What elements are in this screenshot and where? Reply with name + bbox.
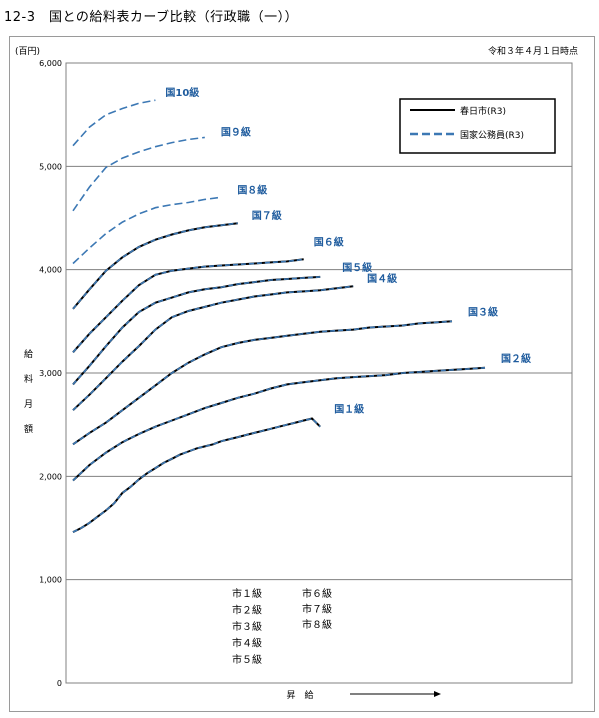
y-axis-label-char: 月 [24, 399, 33, 410]
y-unit-label: (百円) [15, 46, 40, 57]
city-grade-label: 市６級 [302, 587, 332, 600]
series-line-national [72, 276, 321, 385]
series-lines [72, 99, 486, 533]
series-line-national [72, 99, 156, 147]
y-tick-label: 2,000 [39, 472, 62, 481]
city-grade-label: 市８級 [302, 618, 332, 631]
series-line-national [72, 196, 222, 265]
series-line-national [72, 367, 486, 482]
series-line-national [72, 417, 321, 533]
legend-label-national: 国家公務員(R3) [460, 129, 524, 141]
y-tick-label: 4,000 [39, 266, 62, 275]
series-label: 国７級 [252, 209, 282, 222]
y-axis-label-char: 料 [24, 373, 33, 385]
series-label: 国２級 [501, 352, 531, 365]
y-tick-label: 5,000 [39, 162, 62, 171]
y-tick-label: 1,000 [39, 576, 62, 585]
legend-label-kasugai: 春日市(R3) [460, 105, 506, 117]
series-line-national [72, 285, 354, 411]
series-label: 国３級 [468, 305, 498, 318]
series-line-kasugai [72, 366, 486, 482]
series-label: 国６級 [314, 235, 344, 248]
series-label: 国９級 [221, 125, 251, 138]
y-tick-label: 0 [57, 679, 62, 688]
x-axis-arrowhead [434, 691, 441, 697]
y-axis-label-char: 額 [24, 423, 33, 435]
date-label: 令和３年４月１日時点 [488, 45, 578, 57]
series-line-national [72, 320, 453, 445]
series-label: 国５級 [342, 261, 372, 274]
series-line-national [72, 136, 205, 212]
y-axis-label-char: 給 [24, 348, 33, 360]
series-label: 国１級 [334, 403, 364, 416]
series-line-national [72, 222, 238, 310]
page-title: 12-3 国との給料表カーブ比較（行政職（一）） [4, 10, 299, 25]
series-line-kasugai [72, 417, 321, 533]
city-grade-label: 市３級 [232, 620, 262, 633]
series-label: 国４級 [367, 272, 397, 285]
y-tick-label: 6,000 [39, 59, 62, 68]
y-tick-label: 3,000 [39, 369, 62, 378]
series-label: 国８級 [237, 183, 267, 196]
city-grade-label: 市４級 [232, 637, 262, 650]
series-line-kasugai [72, 320, 453, 446]
city-grade-label: 市１級 [232, 587, 262, 600]
city-grade-label: 市５級 [232, 653, 262, 666]
legend-box [399, 98, 556, 154]
y-ticks: 0 1,000 2,000 3,000 4,000 5,000 6,000 [39, 59, 62, 688]
plot-area [65, 62, 573, 684]
y-axis-label: 給料月額 [24, 348, 33, 435]
chart-svg: (百円) 令和３年４月１日時点 0 1,000 2,000 3,000 4,000 5,0… [15, 45, 578, 701]
city-grade-label: 市７級 [302, 603, 332, 616]
legend: 春日市(R3) 国家公務員(R3) [399, 98, 556, 154]
x-axis-label: 昇 給 [286, 689, 313, 701]
chart-frame: (百円) 令和３年４月１日時点 0 1,000 2,000 3,000 4,000 5,0… [9, 36, 595, 712]
series-line-national [72, 258, 304, 353]
city-grade-label: 市２級 [232, 604, 262, 617]
series-label: 国10級 [165, 86, 199, 99]
